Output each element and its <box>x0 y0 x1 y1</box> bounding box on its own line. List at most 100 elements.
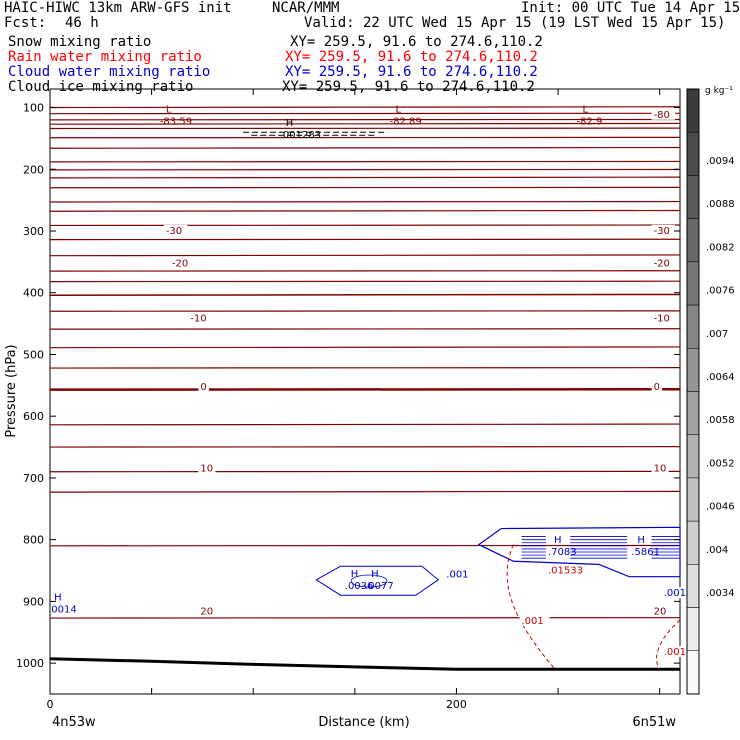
colorbar-label: .0058 <box>706 415 735 426</box>
colorbar-segment <box>686 175 700 219</box>
contour-label-bg <box>661 645 692 657</box>
contour-label: -30 <box>166 226 182 237</box>
y-tick-label: 600 <box>23 410 44 423</box>
contour-label-bg <box>188 312 212 324</box>
extremum-marker: H <box>351 569 359 580</box>
y-tick-label: 900 <box>23 595 44 608</box>
isotherm-line <box>49 346 681 349</box>
contour-label-bg <box>651 381 663 393</box>
cloud-water-contour <box>477 526 681 578</box>
field-xy-cloud-water: XY= 259.5, 91.6 to 274.6,110.2 <box>285 64 538 80</box>
contour-label: .001 <box>446 570 468 581</box>
field-xy-snow: XY= 259.5, 91.6 to 274.6,110.2 <box>290 34 543 50</box>
extremum-marker: L <box>582 105 588 116</box>
cloud-water-contour <box>350 574 388 588</box>
extremum-marker: L <box>166 105 172 116</box>
colorbar-label: .0034 <box>706 588 735 599</box>
y-tick-label: 1000 <box>16 657 44 670</box>
y-tick-label: 300 <box>23 225 44 238</box>
contour-label-bg <box>519 615 550 627</box>
extremum-value: .0077 <box>365 581 394 592</box>
isotherm-line <box>49 293 681 297</box>
field-name-snow: Snow mixing ratio <box>8 34 152 50</box>
colorbar-label: .0088 <box>706 199 735 210</box>
forecast-hours: 46 h <box>65 15 99 31</box>
contour-label-bg <box>651 605 669 617</box>
isotherm-line <box>49 106 681 109</box>
contour-label-bg <box>198 605 216 617</box>
field-xy-cloud-ice: XY= 259.5, 91.6 to 274.6,110.2 <box>282 79 535 95</box>
x-tick-label: 0 <box>47 698 54 711</box>
forecast-label: Fcst: <box>4 15 47 31</box>
x-axis-title: Distance (km) <box>318 715 409 730</box>
colorbar-segment <box>686 434 700 479</box>
rain-water-contour <box>506 544 681 670</box>
contour-label-bg <box>444 568 475 580</box>
field-name-cloud-ice: Cloud ice mixing ratio <box>8 79 194 95</box>
colorbar-segment <box>686 650 700 695</box>
colorbar-frame <box>686 88 700 695</box>
field-name-rain: Rain water mixing ratio <box>8 49 202 65</box>
y-tick-label: 200 <box>23 163 44 176</box>
x-endpoint-right: 6n51w <box>632 715 676 730</box>
cloud-water-contour <box>315 565 439 596</box>
isotherm-line <box>49 176 681 179</box>
colorbar-label: .007 <box>706 329 728 340</box>
contour-label: .001 <box>664 588 686 599</box>
colorbar-segment <box>686 131 700 176</box>
colorbar-segment <box>686 304 700 349</box>
extremum-value: -82.9 <box>576 117 602 128</box>
contour-label: 0 <box>654 382 660 393</box>
x-tick-label: 200 <box>446 698 467 711</box>
colorbar-unit: g kg⁻¹ <box>705 86 733 96</box>
colorbar-segment <box>686 391 700 435</box>
y-axis-title: Pressure (hPa) <box>4 344 19 437</box>
colorbar-label: .0076 <box>706 286 735 297</box>
colorbar-segment <box>686 218 700 263</box>
contour-label: -10 <box>190 314 206 325</box>
contour-label-bg <box>198 462 216 474</box>
isotherm-line <box>49 490 681 493</box>
extremum-value: -82.89 <box>389 117 421 128</box>
contour-label: -20 <box>654 259 670 270</box>
y-tick-label: 400 <box>23 287 44 300</box>
contour-label: 20 <box>654 607 667 618</box>
terrain-surface-line <box>49 657 680 671</box>
colorbar-label: .0064 <box>706 372 735 383</box>
init-time: Init: 00 UTC Tue 14 Apr 15 <box>521 0 740 16</box>
extremum-value: .0036 <box>345 581 374 592</box>
contour-label: -80 <box>654 110 670 121</box>
colorbar-segment <box>686 477 700 522</box>
field-name-cloud-water: Cloud water mixing ratio <box>8 64 211 80</box>
contour-label-bg <box>651 108 676 120</box>
contour-label: .001 <box>664 647 686 658</box>
contour-label: 20 <box>200 607 213 618</box>
colorbar-label: .0082 <box>706 242 735 253</box>
isotherm-line <box>49 209 681 212</box>
valid-time: Valid: 22 UTC Wed 15 Apr 15 (19 LST Wed … <box>304 15 726 31</box>
contour-label: -20 <box>172 259 188 270</box>
extremum-value: -83.59 <box>160 117 192 128</box>
y-tick-label: 500 <box>23 348 44 361</box>
contour-label-bg <box>163 224 188 236</box>
isotherm-line <box>49 146 681 149</box>
isotherm-line <box>49 122 681 125</box>
colorbar-segment <box>686 607 700 652</box>
extremum-marker: H <box>554 535 562 546</box>
isotherm-line <box>49 254 681 257</box>
y-tick-label: 700 <box>23 472 44 485</box>
extremum-value: .7083 <box>548 547 577 558</box>
contour-label-bg <box>651 312 676 324</box>
extremum-value: .001283 <box>280 130 321 141</box>
contour-label-bg <box>169 257 194 269</box>
colorbar-segment <box>686 564 700 608</box>
x-endpoint-left: 4n53w <box>52 715 96 730</box>
extremum-marker: H <box>54 592 62 603</box>
contour-label-bg <box>661 587 692 599</box>
contour-label: .001 <box>521 616 543 627</box>
colorbar-label: .004 <box>706 545 728 556</box>
colorbar-segment <box>686 261 700 306</box>
colorbar-segment <box>686 88 700 133</box>
y-tick-label: 800 <box>23 534 44 547</box>
